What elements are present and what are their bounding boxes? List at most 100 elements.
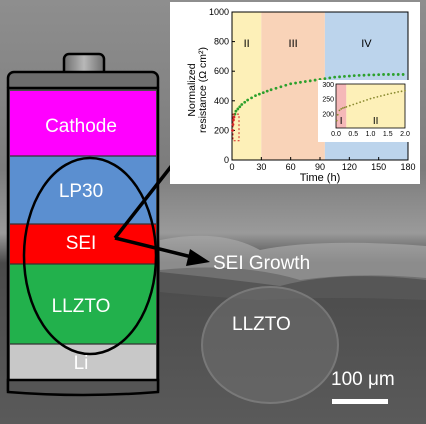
inset-data-point <box>345 105 348 108</box>
data-point <box>372 73 376 77</box>
li-layer <box>10 344 156 380</box>
chart-region-label: III <box>289 38 298 50</box>
scale-bar <box>332 399 388 404</box>
inset-data-point <box>355 102 358 105</box>
data-point <box>254 94 257 98</box>
data-point <box>234 109 238 113</box>
data-point <box>396 73 400 76</box>
inset-data-point <box>400 90 403 93</box>
data-point <box>328 76 332 80</box>
y-tick-label: 600 <box>214 66 229 76</box>
sei-layer <box>10 224 156 264</box>
data-point <box>257 92 261 96</box>
inset-data-point <box>369 97 372 100</box>
inset-data-point <box>343 106 346 109</box>
data-point <box>343 74 346 78</box>
inset-data-point <box>352 103 355 106</box>
data-point <box>236 107 240 111</box>
data-point <box>299 80 302 84</box>
data-point <box>269 88 273 92</box>
data-point <box>333 75 337 79</box>
data-point <box>238 105 242 109</box>
data-point <box>243 100 247 104</box>
data-point <box>265 89 269 93</box>
x-tick-label: 0 <box>229 162 234 172</box>
chart-ylabel-line2: resistance (Ω cm²) <box>197 47 209 133</box>
y-tick-label: 0 <box>224 155 229 165</box>
x-tick-label: 60 <box>286 162 296 172</box>
inset-data-point <box>340 108 343 110</box>
inset-data-point <box>336 113 339 116</box>
inset-data-point <box>338 109 341 112</box>
inset-data-point <box>393 91 396 94</box>
data-point <box>240 103 244 106</box>
chart-ylabel-line1: Normalized <box>186 63 198 116</box>
data-point <box>284 83 288 87</box>
data-point <box>274 86 278 90</box>
data-point <box>231 123 235 126</box>
data-point <box>391 73 395 76</box>
inset-data-point <box>376 96 379 98</box>
x-tick-label: 120 <box>342 162 357 172</box>
x-tick-label: 150 <box>371 162 386 172</box>
battery-bottom-rim <box>6 378 160 397</box>
inset-y-tick-label: 300 <box>322 82 334 89</box>
data-point <box>387 73 390 76</box>
resistance-chart: II III IV 0 30 60 90 120 150 1800200400600800100… <box>170 2 420 184</box>
llzto-region-label: LLZTO <box>232 314 291 335</box>
data-point <box>352 74 356 78</box>
inset-data-point <box>390 92 393 95</box>
data-point <box>382 73 385 76</box>
x-tick-label: 180 <box>400 162 415 172</box>
data-point <box>294 81 297 85</box>
lp30-layer <box>10 156 156 224</box>
inset-data-point <box>366 98 368 101</box>
inset-data-point <box>362 100 365 102</box>
inset-data-point <box>397 91 399 93</box>
data-point <box>362 73 366 77</box>
inset-data-point <box>379 95 382 97</box>
arrow-to-sei-growth <box>114 236 210 266</box>
chart-region-2 <box>261 12 325 160</box>
data-point <box>377 73 381 77</box>
inset-data-point <box>404 89 406 92</box>
sei-growth-label: SEI Growth <box>213 253 311 274</box>
cathode-layer <box>10 91 156 156</box>
data-point <box>261 91 265 95</box>
chart-region-1 <box>232 12 262 160</box>
chart-xlabel: Time (h) <box>300 172 341 184</box>
data-point <box>347 74 351 78</box>
data-point <box>313 78 317 82</box>
lp30-label: LP30 <box>58 181 104 202</box>
x-tick-label: 30 <box>256 162 266 172</box>
inset-data-point <box>383 94 386 97</box>
data-point <box>246 98 250 102</box>
inset-region-2 <box>346 84 405 128</box>
inset-data-point <box>342 107 344 109</box>
inset-x-tick-label: 1.5 <box>383 131 393 138</box>
data-point <box>367 73 371 77</box>
y-tick-label: 800 <box>214 37 229 47</box>
inset-x-tick-label: 2.0 <box>400 131 410 138</box>
data-point <box>289 82 293 86</box>
inset-x-tick-label: 0.5 <box>348 131 358 138</box>
inset-region-label: I <box>340 116 343 127</box>
data-point <box>357 73 361 77</box>
data-point <box>323 77 327 80</box>
chart-region-label: IV <box>361 38 372 50</box>
llzto-label: LLZTO <box>51 296 111 317</box>
li-label: Li <box>73 353 89 374</box>
scale-bar-label: 100 μm <box>331 369 395 390</box>
y-tick-label: 400 <box>214 96 229 106</box>
inset-x-tick-label: 1.0 <box>366 131 376 138</box>
x-tick-label: 90 <box>315 162 325 172</box>
data-point <box>250 96 253 100</box>
inset-data-point <box>386 93 389 96</box>
data-point <box>308 79 312 83</box>
cathode-label: Cathode <box>45 116 117 137</box>
data-point <box>338 75 341 79</box>
inset-data-point <box>373 96 375 99</box>
inset-region-label: II <box>373 116 379 127</box>
chart-region-label: II <box>244 38 250 50</box>
